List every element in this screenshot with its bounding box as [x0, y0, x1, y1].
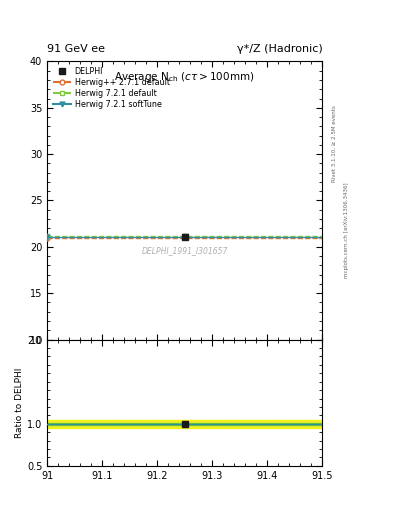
Text: Average $\mathdefault{N_{ch}}$ ($c\tau > 100$mm): Average $\mathdefault{N_{ch}}$ ($c\tau >… — [114, 70, 255, 84]
Text: γ*/Z (Hadronic): γ*/Z (Hadronic) — [237, 44, 322, 54]
Text: DELPHI_1991_I301657: DELPHI_1991_I301657 — [141, 246, 228, 255]
Text: mcplots.cern.ch [arXiv:1306.3436]: mcplots.cern.ch [arXiv:1306.3436] — [344, 183, 349, 278]
Text: 91 GeV ee: 91 GeV ee — [47, 44, 105, 54]
Y-axis label: Ratio to DELPHI: Ratio to DELPHI — [15, 368, 24, 438]
Legend: DELPHI, Herwig++ 2.7.1 default, Herwig 7.2.1 default, Herwig 7.2.1 softTune: DELPHI, Herwig++ 2.7.1 default, Herwig 7… — [51, 66, 171, 111]
Text: Rivet 3.1.10, ≥ 2.5M events: Rivet 3.1.10, ≥ 2.5M events — [332, 105, 337, 182]
